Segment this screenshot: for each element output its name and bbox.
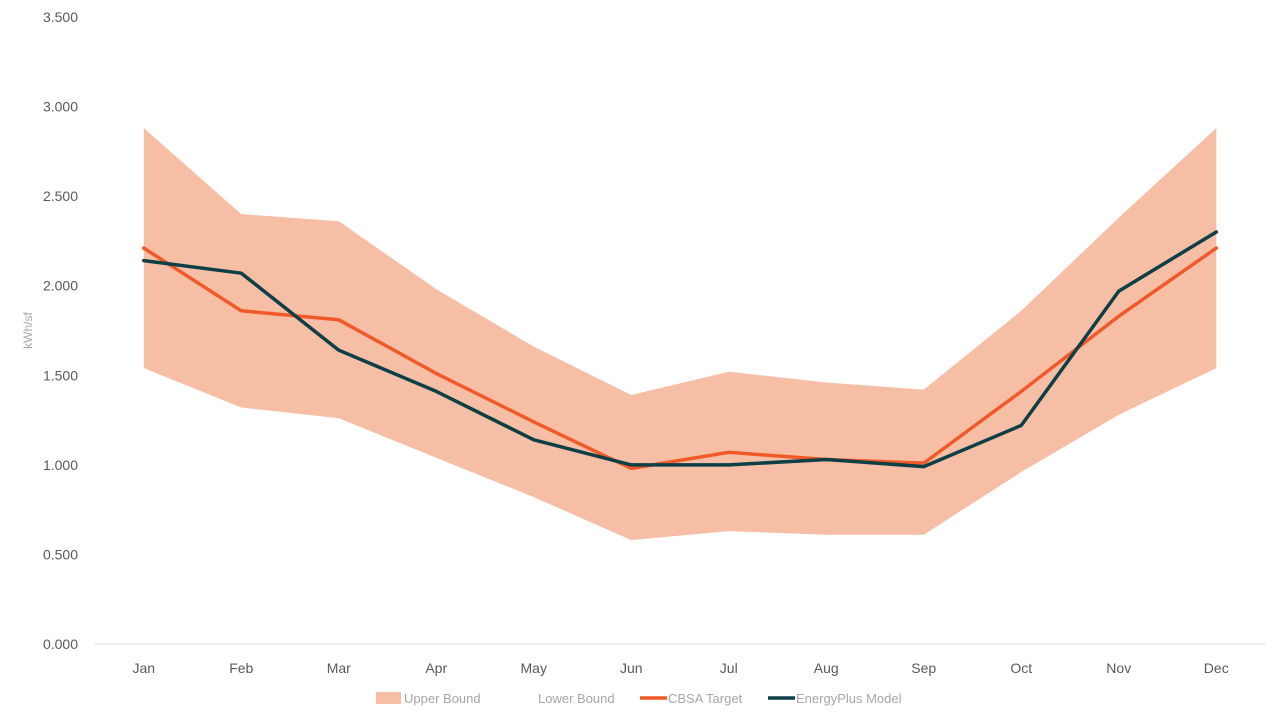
x-tick-label: Feb	[229, 660, 253, 676]
y-tick-label: 0.500	[43, 546, 78, 562]
series-line-cbsa-target	[142, 246, 1219, 471]
legend-label-upper-bound: Upper Bound	[404, 691, 481, 706]
bound-band-layer	[143, 128, 1217, 541]
x-tick-label: May	[521, 660, 547, 676]
y-tick-label: 2.000	[43, 278, 78, 294]
y-tick-label: 3.000	[43, 99, 78, 115]
y-tick-label: 1.000	[43, 457, 78, 473]
x-tick-label: Apr	[425, 660, 447, 676]
x-tick-label: Jun	[620, 660, 643, 676]
x-tick-label: Nov	[1106, 660, 1131, 676]
bound-band-area	[143, 128, 1217, 541]
x-tick-label: Dec	[1204, 660, 1229, 676]
y-tick-label: 1.500	[43, 367, 78, 383]
y-tick-label: 3.500	[43, 9, 78, 25]
series-line-energyplus-model	[142, 230, 1219, 469]
x-tick-label: Jan	[132, 660, 155, 676]
x-tick-label: Sep	[911, 660, 936, 676]
legend-swatch-upper-bound	[376, 692, 401, 704]
y-axis-title: kWh/sf	[21, 312, 35, 349]
legend-label-cbsa-target: CBSA Target	[668, 691, 743, 706]
x-tick-label: Jul	[720, 660, 738, 676]
x-tick-label: Oct	[1010, 660, 1032, 676]
x-tick-label: Mar	[327, 660, 351, 676]
legend-label-lower-bound: Lower Bound	[538, 691, 615, 706]
axes-layer: 0.000 0.500 1.000 1.500 2.000 2.500 3.000 3.500…	[21, 9, 1265, 676]
y-tick-label: 2.500	[43, 188, 78, 204]
x-tick-label: Aug	[814, 660, 839, 676]
legend-swatch-lower-bound	[510, 692, 535, 704]
legend-label-energyplus-model: EnergyPlus Model	[796, 691, 902, 706]
y-tick-label: 0.000	[43, 636, 78, 652]
series-layer	[142, 230, 1219, 471]
legend: Upper Bound Lower Bound CBSA Target EnergyP…	[376, 691, 902, 706]
